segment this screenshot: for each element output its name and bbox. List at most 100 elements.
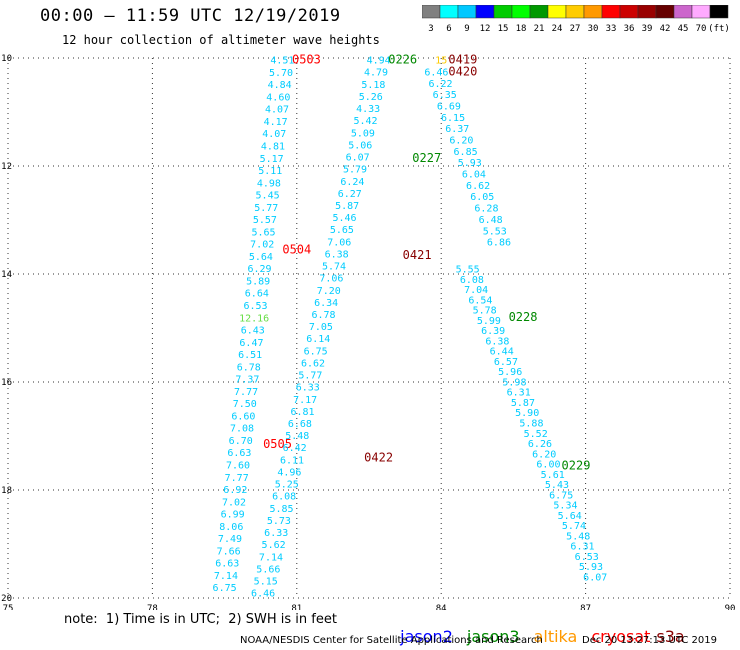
colorbar-label: 45	[678, 24, 689, 34]
swh-value-label: 4.94	[367, 56, 391, 67]
pass-time-label: 0504	[282, 243, 311, 257]
swh-value-label: 7.05	[309, 322, 333, 333]
pass-time-label: 0227	[412, 151, 441, 165]
swh-value-label: 5.66	[256, 564, 280, 575]
swh-value-label: 6.20	[449, 136, 473, 147]
x-tick-label: 81	[291, 604, 302, 610]
swh-value-label: 4.33	[356, 104, 380, 115]
x-tick-label: 78	[147, 604, 158, 610]
swh-value-label: 4.79	[364, 68, 388, 79]
swh-value-label: 5.79	[343, 165, 367, 176]
swh-value-label: 6.08	[272, 492, 296, 503]
swh-value-label: 4.98	[257, 178, 281, 189]
swh-value-label: 4.84	[268, 80, 292, 91]
swh-value-label: 6.46	[251, 589, 275, 600]
colorbar-label: 21	[534, 24, 545, 34]
swh-value-label: 4.81	[261, 142, 285, 153]
swh-value-label: 5.77	[298, 371, 322, 382]
swh-value-label: 6.07	[583, 572, 607, 583]
swh-value-label: 6.31	[570, 542, 594, 553]
swh-value-label: 6.44	[490, 347, 514, 358]
swh-value-label: 6.14	[306, 334, 330, 345]
colorbar-label: 12	[480, 24, 491, 34]
swh-value-label: 5.64	[558, 511, 582, 522]
x-tick-label: 75	[3, 604, 14, 610]
swh-value-label: 6.38	[485, 336, 509, 347]
swh-value-label: 6.39	[481, 326, 505, 337]
footer-timestamp: Dec 20 13:27:13 UTC 2019	[582, 635, 717, 646]
y-tick-label: -10	[0, 54, 12, 64]
swh-value-label: 6.85	[454, 147, 478, 158]
swh-value-label: 6.78	[311, 310, 335, 321]
pass-time-label: 0419	[448, 53, 477, 67]
swh-value-label: 8.06	[219, 522, 243, 533]
swh-value-label: 6.63	[215, 559, 239, 570]
swh-value-label: 6.46	[424, 68, 448, 79]
swh-value-label: 6.26	[528, 439, 552, 450]
swh-value-label: 6.54	[468, 295, 492, 306]
swh-value-label: 5.87	[335, 201, 359, 212]
swh-value-label: 6.33	[296, 383, 320, 394]
swh-value-label: 7.14	[259, 552, 283, 563]
chart-subtitle: 12 hour collection of altimeter wave hei…	[62, 33, 380, 47]
colorbar-label: 9	[464, 24, 469, 34]
y-tick-label: -16	[0, 378, 12, 388]
swh-value-label: 5.96	[498, 367, 522, 378]
swh-value-label: 5.90	[515, 408, 539, 419]
swh-value-label: 7.60	[226, 461, 250, 472]
swh-value-label: 6.29	[247, 264, 271, 275]
swh-value-label: 4.07	[262, 129, 286, 140]
note-text: note: 1) Time is in UTC; 2) SWH is in fe…	[64, 612, 337, 627]
y-tick-label: -14	[0, 270, 12, 280]
swh-value-label: 5.99	[477, 316, 501, 327]
swh-value-label: 4.96	[277, 467, 301, 478]
swh-value-label: 12.16	[239, 313, 269, 324]
swh-value-label: 6.15	[441, 113, 465, 124]
swh-value-label: 5.89	[246, 276, 270, 287]
colorbar-label: 24	[552, 24, 563, 34]
swh-value-label: 6.47	[239, 338, 263, 349]
swh-value-label: 7.17	[293, 395, 317, 406]
swh-value-label: 6.38	[325, 249, 349, 260]
colorbar-label: 33	[606, 24, 617, 34]
swh-value-label: 6.53	[575, 552, 599, 563]
swh-value-label: 5.53	[483, 226, 507, 237]
swh-value-label: 7.37	[235, 375, 259, 386]
swh-value-label: 5.62	[262, 540, 286, 551]
swh-value-label: 6.27	[338, 189, 362, 200]
swh-value-label: 5.11	[258, 166, 282, 177]
pass-time-label: 0226	[388, 53, 417, 67]
swh-value-label: 5.88	[519, 419, 543, 430]
swh-value-label: 7.66	[217, 546, 241, 557]
swh-value-label: 7.49	[218, 534, 242, 545]
colorbar-label: 42	[660, 24, 671, 34]
swh-value-label: 6.60	[231, 411, 255, 422]
swh-value-label: 5.17	[260, 154, 284, 165]
swh-value-label: 6.92	[223, 485, 247, 496]
legend-cryosat: cryosat	[591, 627, 651, 646]
swh-value-label: 5.61	[541, 470, 565, 481]
swh-value-label: 7.04	[464, 285, 488, 296]
pass-time-label: 0503	[292, 53, 321, 67]
swh-value-label: 5.48	[566, 531, 590, 542]
swh-value-label: 5.98	[502, 377, 526, 388]
swh-value-label: 5.93	[579, 562, 603, 573]
swh-value-label: 6.07	[346, 153, 370, 164]
swh-value-label: 7.08	[230, 424, 254, 435]
footer-source: NOAA/NESDIS Center for Satellite Applica…	[240, 635, 543, 646]
swh-value-label: 6.34	[314, 298, 338, 309]
colorbar-label: 3	[428, 24, 433, 34]
swh-value-label: 6.53	[243, 301, 267, 312]
swh-value-label: 5.93	[458, 158, 482, 169]
swh-value-label: 5.74	[322, 262, 346, 273]
legend-s3a: s3a	[656, 627, 685, 646]
swh-value-label: 6.68	[288, 419, 312, 430]
swh-value-label: 4.17	[264, 117, 288, 128]
swh-value-label: 6.99	[221, 510, 245, 521]
y-tick-label: -20	[0, 594, 12, 604]
colorbar-label: 36	[624, 24, 635, 34]
swh-value-label: 6.04	[462, 170, 486, 181]
swh-value-label: 6.62	[301, 358, 325, 369]
swh-value-label: 6.69	[437, 102, 461, 113]
swh-value-label: 5.18	[361, 80, 385, 91]
